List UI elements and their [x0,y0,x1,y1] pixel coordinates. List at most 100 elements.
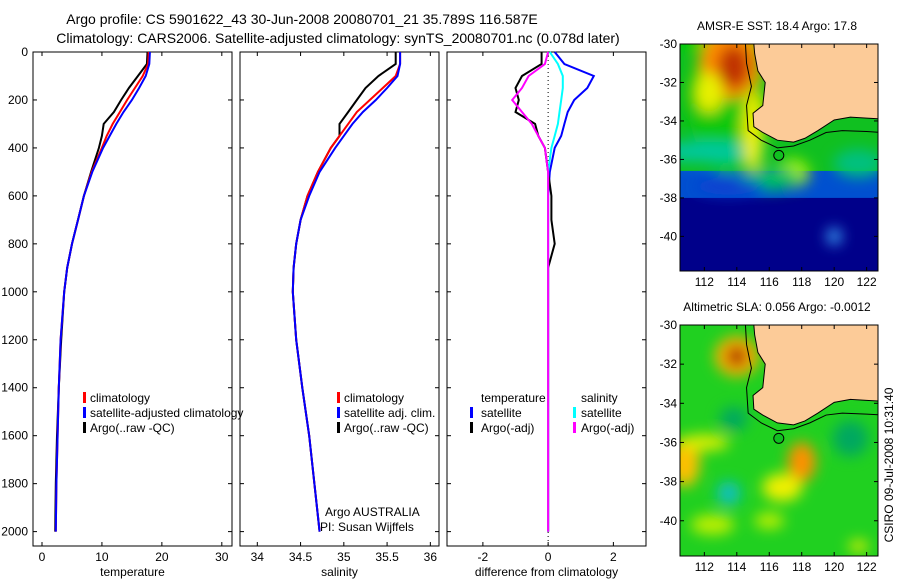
temperature-panel: 0 10 20 30 0 200 400 600 800 1000 1200 1400 1600 1800… [1,45,233,579]
lat-tick-label: -38 [660,475,678,489]
lon-tick-label: 120 [824,275,844,289]
plot-frame [446,51,647,547]
field-patch [754,512,785,529]
sla-map-panel: Altimetric SLA: 0.056 Argo: -0.0012 112 11… [660,300,879,574]
difference-legend: temperature salinity satellite Argo(-adj… [470,391,634,435]
map-frame [679,43,879,272]
argo-australia-annotation: Argo AUSTRALIA [325,505,420,519]
y-tick-label: 1800 [1,477,28,491]
legend-label: Argo(-adj) [581,421,634,435]
lat-tick-label: -30 [660,37,678,51]
lat-tick-label: -32 [660,357,678,371]
y-tick-label: 2000 [1,525,28,539]
x-tick-label: 35.5 [375,550,399,564]
legend-swatch-climatology [337,392,340,403]
y-tick-label: 0 [21,45,28,59]
x-axis-label: difference from climatology [475,565,618,579]
legend-swatch-sal-satellite [573,407,576,418]
legend-label: satellite [581,406,622,420]
lon-tick-label: 114 [727,275,746,289]
series-line-satellite-adjusted-climatology [54,51,151,532]
y-tick-label: 1000 [1,285,28,299]
x-tick-label: -2 [478,550,489,564]
y-tick-label: 600 [8,189,28,203]
lat-tick-label: -38 [660,191,678,205]
argo-position-marker [773,149,785,161]
lat-tick-label: -36 [660,435,678,449]
y-tick-label: 1200 [1,333,28,347]
australia-land [752,44,878,143]
lat-tick-label: -40 [660,229,678,243]
y-tick-label: 400 [8,141,28,155]
legend-header-temperature: temperature [481,391,546,405]
lat-tick-label: -36 [660,152,678,166]
x-axis-label: salinity [321,565,358,579]
x-tick-label: 34.5 [289,550,313,564]
legend-swatch-satellite [83,407,86,418]
x-tick-label: 30 [215,550,229,564]
lat-tick-label: -34 [660,396,678,410]
lon-tick-label: 116 [760,275,779,289]
lat-tick-label: -30 [660,318,678,332]
argo-position-marker [773,432,785,444]
legend-label: satellite-adjusted climatology [90,406,243,420]
field-patch [832,420,869,457]
field-patch [717,45,750,90]
legend-header-salinity: salinity [581,391,618,405]
salinity-legend: climatology satellite adj. clim. Argo(..… [320,391,435,534]
lon-tick-label: 118 [792,560,811,574]
sst-map-panel: AMSR-E SST: 18.4 Argo: 17.8 112 114 116 118 1… [660,19,879,289]
lon-tick-label: 122 [857,560,877,574]
lat-tick-label: -40 [660,514,678,528]
plot-frame [32,51,233,547]
map-frame [679,324,879,557]
y-tick-label: 800 [8,237,28,251]
legend-swatch-temp-satellite [470,407,473,418]
field-patch [693,178,764,195]
legend-label: Argo(-adj) [481,421,534,435]
map-title: AMSR-E SST: 18.4 Argo: 17.8 [697,19,857,33]
legend-label: climatology [344,391,404,405]
x-tick-label: 2 [610,550,617,564]
x-tick-label: 0 [545,550,552,564]
field-patch [787,442,816,483]
y-tick-label: 1600 [1,429,28,443]
shelf-contour [744,44,878,149]
field-patch [848,540,869,553]
figure-title-line2: Climatology: CARS2006. Satellite-adjuste… [56,30,619,46]
lon-tick-label: 114 [727,560,746,574]
field-patch [719,406,748,431]
x-tick-label: 0 [39,550,46,564]
field-patch [827,228,842,245]
credit-timestamp: CSIRO 09-Jul-2008 10:31:40 [882,387,896,542]
series-line-salinity-argo-adj- [510,51,550,532]
legend-swatch-temp-argo [470,422,473,433]
x-tick-label: 20 [155,550,169,564]
lat-tick-label: -34 [660,114,678,128]
field-patch [716,481,741,506]
legend-swatch-climatology [83,392,86,403]
field-patch [680,141,765,162]
lon-tick-label: 120 [824,560,844,574]
field-patch [690,514,735,535]
legend-swatch-argo [337,422,340,433]
shelf-contour [744,325,878,432]
legend-swatch-satellite [337,407,340,418]
pi-annotation: PI: Susan Wijffels [320,520,414,534]
lon-tick-label: 112 [695,275,714,289]
x-tick-label: 10 [95,550,109,564]
series-line-satellite-adj-clim- [291,52,402,532]
legend-label: satellite [481,406,522,420]
x-tick-label: 35 [337,550,351,564]
lon-tick-label: 122 [857,275,877,289]
australia-land [752,325,878,426]
map-field [680,44,878,271]
legend-label: climatology [90,391,150,405]
legend-swatch-sal-argo [573,422,576,433]
lon-tick-label: 118 [792,275,811,289]
y-tick-label: 200 [8,93,28,107]
lon-tick-label: 116 [760,560,779,574]
field-patch [680,434,730,451]
field-patch [695,72,724,113]
